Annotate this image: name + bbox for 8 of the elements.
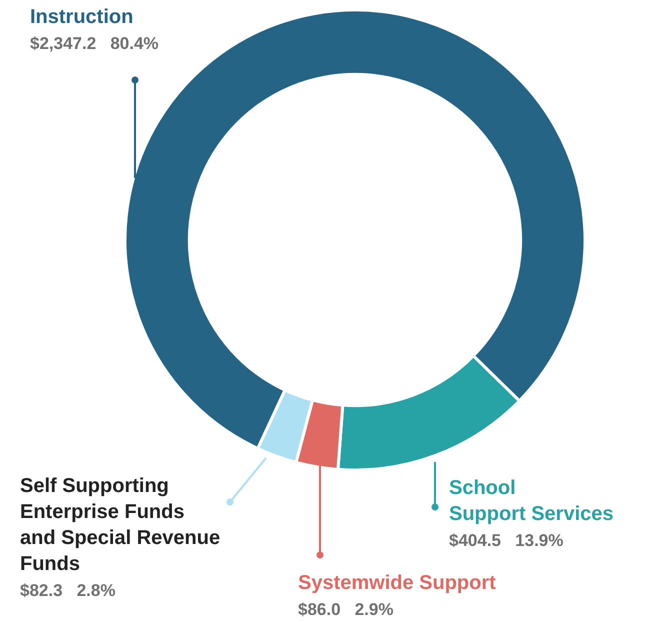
data-label: $2,347.2 80.4%: [30, 34, 159, 53]
slice-label: Systemwide Support: [298, 572, 496, 594]
slice-label: Self Supporting Enterprise Funds and Special Revenue Funds: [20, 475, 220, 575]
data-label: $82.3 2.8%: [20, 581, 116, 600]
slice-label: Instruction: [30, 6, 134, 28]
data-label: $404.5 13.9%: [449, 531, 564, 550]
data-label: $86.0 2.9%: [298, 600, 394, 619]
legend-label: School Support Services: [449, 477, 614, 525]
